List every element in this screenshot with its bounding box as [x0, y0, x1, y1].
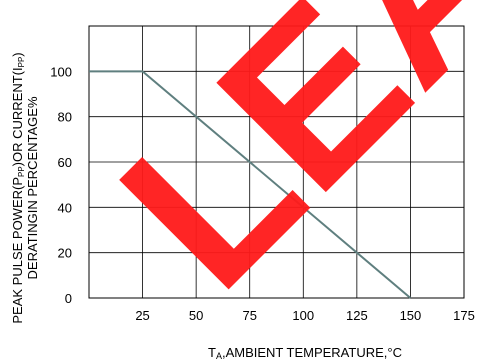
x-axis-label-main: T — [208, 345, 216, 360]
y-tick-label-20: 20 — [58, 246, 72, 261]
y-axis-label-sub1: PP — [17, 166, 26, 177]
x-tick-label-75: 75 — [242, 308, 256, 323]
x-tick-label-150: 150 — [400, 308, 422, 323]
x-tick-label-25: 25 — [135, 308, 149, 323]
x-axis-label-sub: A — [216, 351, 222, 360]
grid — [89, 26, 465, 299]
y-tick-label-60: 60 — [58, 155, 72, 170]
x-axis-label: TA,AMBIENT TEMPERATURE,°C — [208, 345, 402, 360]
y-tick-label-40: 40 — [58, 200, 72, 215]
y-axis-label-part3: ) — [10, 52, 25, 56]
y-tick-label-100: 100 — [50, 64, 72, 79]
x-tick-label-125: 125 — [346, 308, 368, 323]
y-axis-label-line2: DERATINGIN PERCENTAGE% — [25, 96, 40, 279]
y-tick-labels: 0 20 40 60 80 100 — [50, 64, 72, 306]
y-axis-label-line1: PEAK PULSE POWER(PPP)OR CURRENT(IPP) — [10, 52, 26, 323]
watermark-text: LEAR — [74, 0, 478, 334]
series-line-derating — [89, 70, 412, 299]
y-axis-label-part1: PEAK PULSE POWER(P — [10, 177, 25, 324]
x-tick-label-50: 50 — [189, 308, 203, 323]
y-tick-label-0: 0 — [65, 291, 72, 306]
y-tick-label-80: 80 — [58, 110, 72, 125]
x-tick-labels: 25 50 75 100 125 150 175 — [135, 308, 475, 323]
watermark: LEAR — [74, 0, 478, 334]
x-tick-label-175: 175 — [453, 308, 475, 323]
y-axis-label-part2: )OR CURRENT(I — [10, 67, 25, 166]
plot-frame — [88, 25, 465, 299]
y-axis-label-sub2: PP — [17, 57, 26, 68]
y-axis-label: PEAK PULSE POWER(PPP)OR CURRENT(IPP) DER… — [10, 52, 40, 323]
x-axis-label-rest: ,AMBIENT TEMPERATURE,°C — [222, 345, 402, 360]
x-tick-label-100: 100 — [292, 308, 314, 323]
